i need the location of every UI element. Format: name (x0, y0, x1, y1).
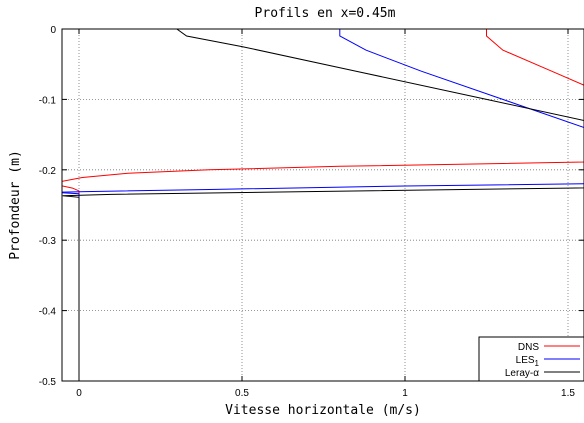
tick-marks (62, 28, 584, 382)
y-tick-label: -0.3 (39, 236, 57, 247)
y-tick-label: -0.1 (39, 95, 57, 106)
plot-frame (61, 28, 584, 382)
y-tick-label: -0.5 (39, 377, 57, 388)
legend-label-les: LES1 (516, 355, 540, 368)
y-axis-label: Profondeur (m) (8, 150, 23, 260)
y-tick-label: -0.4 (39, 307, 57, 318)
y-tick-labels: 0 -0.1 -0.2 -0.3 -0.4 -0.5 (39, 25, 57, 388)
legend-label-leray: Leray-α (505, 368, 539, 379)
series-line-dns (62, 29, 584, 381)
x-axis-label: Vitesse horizontale (m/s) (225, 403, 421, 418)
legend-label-dns: DNS (518, 342, 539, 353)
grid (62, 28, 584, 382)
series-line-leray (62, 29, 584, 381)
x-tick-label: 1 (402, 388, 408, 399)
series-lines (62, 29, 584, 381)
x-tick-label: 1.5 (561, 388, 575, 399)
series-line-les (62, 29, 584, 381)
chart-title: Profils en x=0.45m (255, 6, 396, 21)
x-tick-label: 0.5 (235, 388, 249, 399)
x-tick-labels: 00.511.522.53 (76, 388, 575, 399)
x-tick-label: 0 (76, 388, 82, 399)
y-tick-label: 0 (50, 25, 56, 36)
y-tick-label: -0.2 (39, 166, 57, 177)
